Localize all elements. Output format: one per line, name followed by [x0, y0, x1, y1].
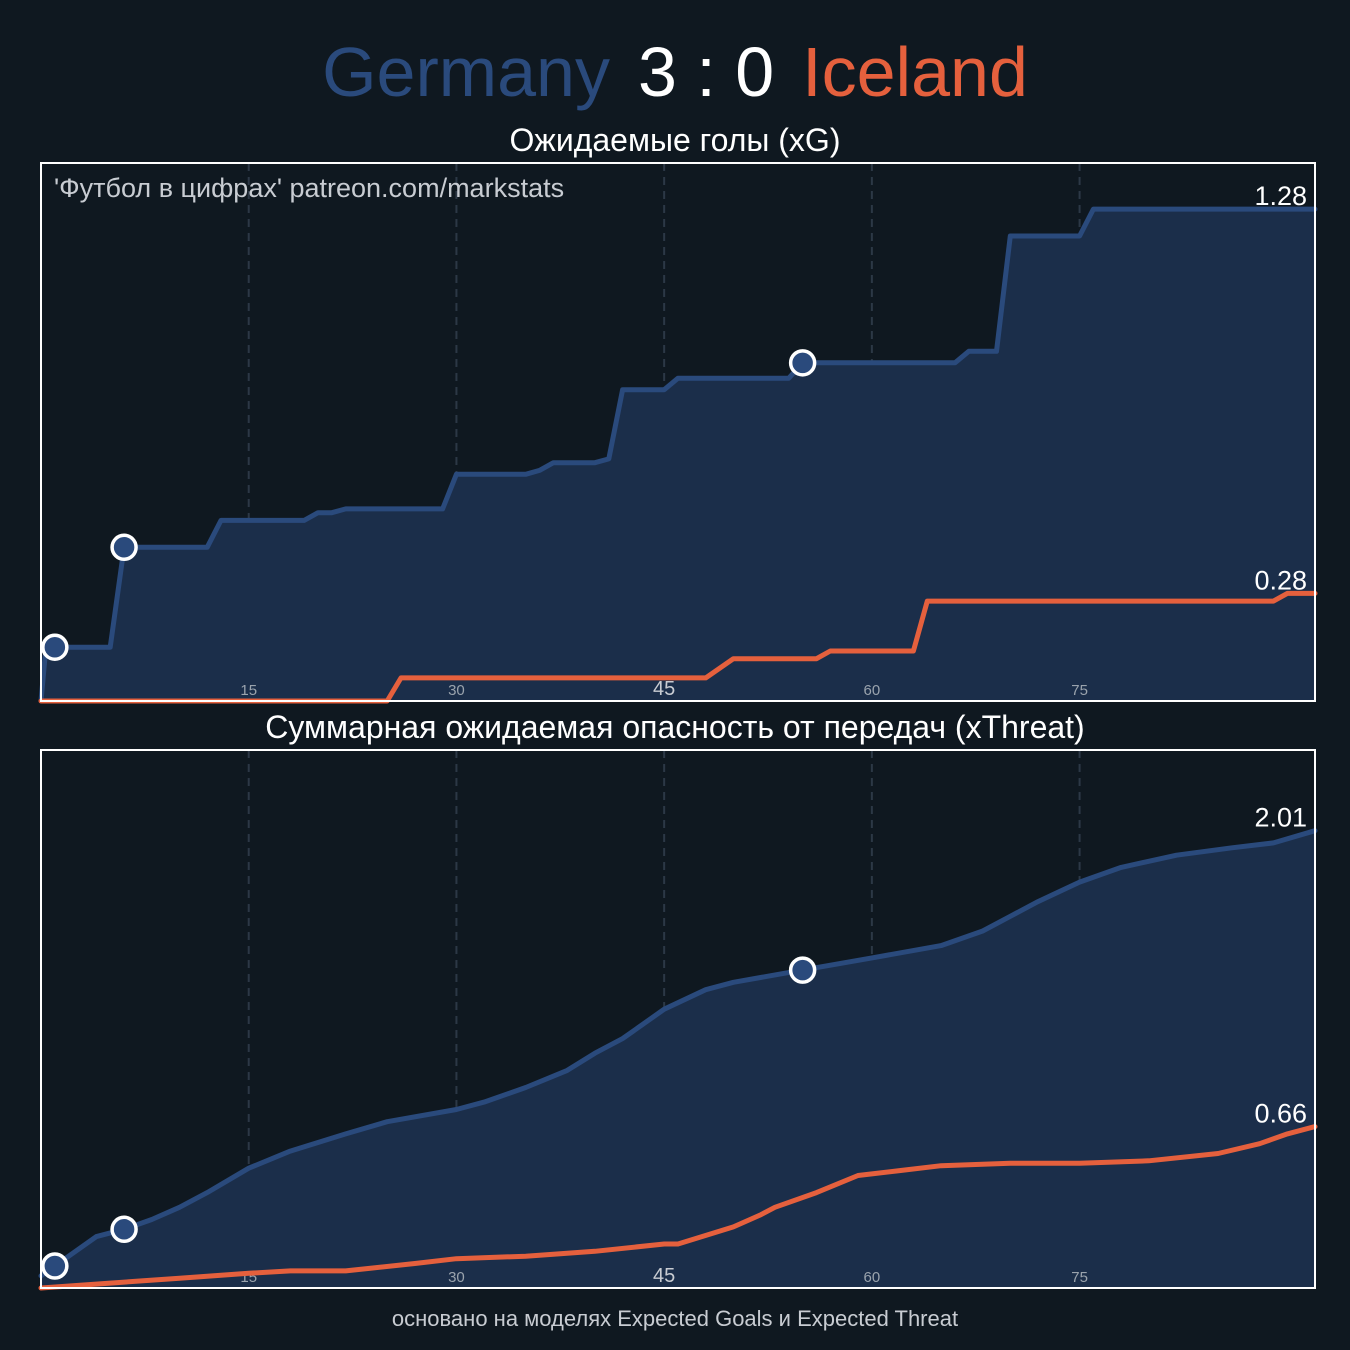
away-series-line	[38, 1124, 1318, 1291]
away-final-value: 0.66	[1254, 1099, 1307, 1129]
x-tick-label-30: 30	[448, 682, 465, 699]
goal-marker-1	[41, 1252, 69, 1280]
x-tick-label-75: 75	[1071, 1269, 1088, 1286]
home-final-value: 2.01	[1254, 803, 1307, 833]
away-team-name: Iceland	[802, 33, 1028, 111]
chart-frame	[40, 749, 1316, 1289]
x-tick-label-45: 45	[653, 1265, 675, 1287]
goal-marker-6	[110, 533, 138, 562]
x-tick-label-75: 75	[1071, 682, 1088, 699]
x-tick-label-30: 30	[448, 1269, 465, 1286]
home-area-fill	[41, 209, 1315, 701]
match-header: Germany 3 : 0 Iceland	[0, 22, 1350, 122]
goal-marker-55	[788, 956, 817, 984]
away-series-line	[38, 590, 1318, 704]
home-team-name: Germany	[322, 33, 610, 111]
xg-chart: 15 30 45 60 75 1.28 0.28 'Футбол в цифрах' patr…	[38, 162, 1318, 704]
away-final-value: 0.28	[1254, 565, 1307, 595]
xg-chart-title: Ожидаемые голы (xG)	[509, 122, 841, 158]
goal-marker-1	[41, 633, 69, 661]
home-series-line	[38, 206, 1318, 704]
home-final-value: 1.28	[1254, 181, 1307, 211]
watermark-text: 'Футбол в цифрах' patreon.com/markstats	[54, 173, 564, 203]
x-tick-label-45: 45	[653, 678, 675, 700]
goal-marker-55	[788, 349, 817, 377]
home-area-fill	[41, 830, 1315, 1288]
footer-note: основано на моделях Expected Goals и Exp…	[391, 1306, 959, 1331]
x-tick-label-60: 60	[864, 1269, 881, 1286]
match-score: 3 : 0	[637, 33, 775, 111]
xthreat-chart: 15 30 45 60 752.010.66	[38, 749, 1318, 1291]
home-series-line	[38, 828, 1318, 1279]
x-tick-label-60: 60	[864, 682, 881, 699]
xthreat-chart-title: Суммарная ожидаемая опасность от передач…	[265, 709, 1085, 745]
goal-marker-6	[110, 1215, 138, 1244]
x-tick-label-15: 15	[240, 682, 257, 699]
chart-frame	[40, 162, 1316, 702]
